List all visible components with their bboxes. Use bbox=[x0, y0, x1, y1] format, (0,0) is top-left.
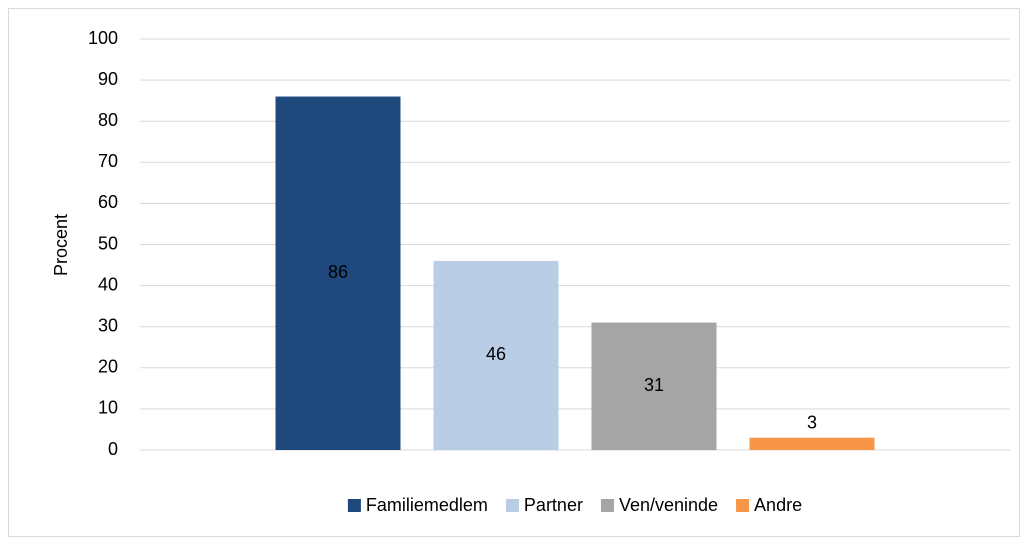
data-label: 3 bbox=[807, 412, 817, 432]
y-tick-label: 10 bbox=[98, 398, 118, 418]
y-tick-label: 20 bbox=[98, 357, 118, 377]
bar bbox=[749, 437, 875, 450]
data-label: 46 bbox=[486, 344, 506, 364]
legend-label: Ven/veninde bbox=[619, 495, 718, 515]
legend-swatch bbox=[505, 499, 519, 512]
y-tick-label: 100 bbox=[88, 28, 118, 48]
y-tick-label: 80 bbox=[98, 110, 118, 130]
legend-swatch bbox=[347, 499, 361, 512]
y-tick-label: 30 bbox=[98, 315, 118, 335]
legend-label: Partner bbox=[524, 495, 583, 515]
bar bbox=[275, 96, 401, 450]
legend-swatch bbox=[600, 499, 614, 512]
y-tick-label: 70 bbox=[98, 151, 118, 171]
y-tick-label: 40 bbox=[98, 274, 118, 294]
legend-label: Familiemedlem bbox=[366, 495, 488, 515]
data-label: 31 bbox=[644, 375, 664, 395]
legend-swatch bbox=[736, 499, 750, 512]
y-tick-label: 60 bbox=[98, 192, 118, 212]
y-tick-label: 50 bbox=[98, 233, 118, 253]
y-tick-label: 0 bbox=[108, 439, 118, 459]
bar bbox=[433, 260, 559, 450]
data-label: 86 bbox=[328, 262, 348, 282]
bar bbox=[591, 322, 717, 450]
legend-label: Andre bbox=[754, 495, 802, 515]
y-axis-title: Procent bbox=[51, 214, 71, 276]
y-tick-label: 90 bbox=[98, 69, 118, 89]
